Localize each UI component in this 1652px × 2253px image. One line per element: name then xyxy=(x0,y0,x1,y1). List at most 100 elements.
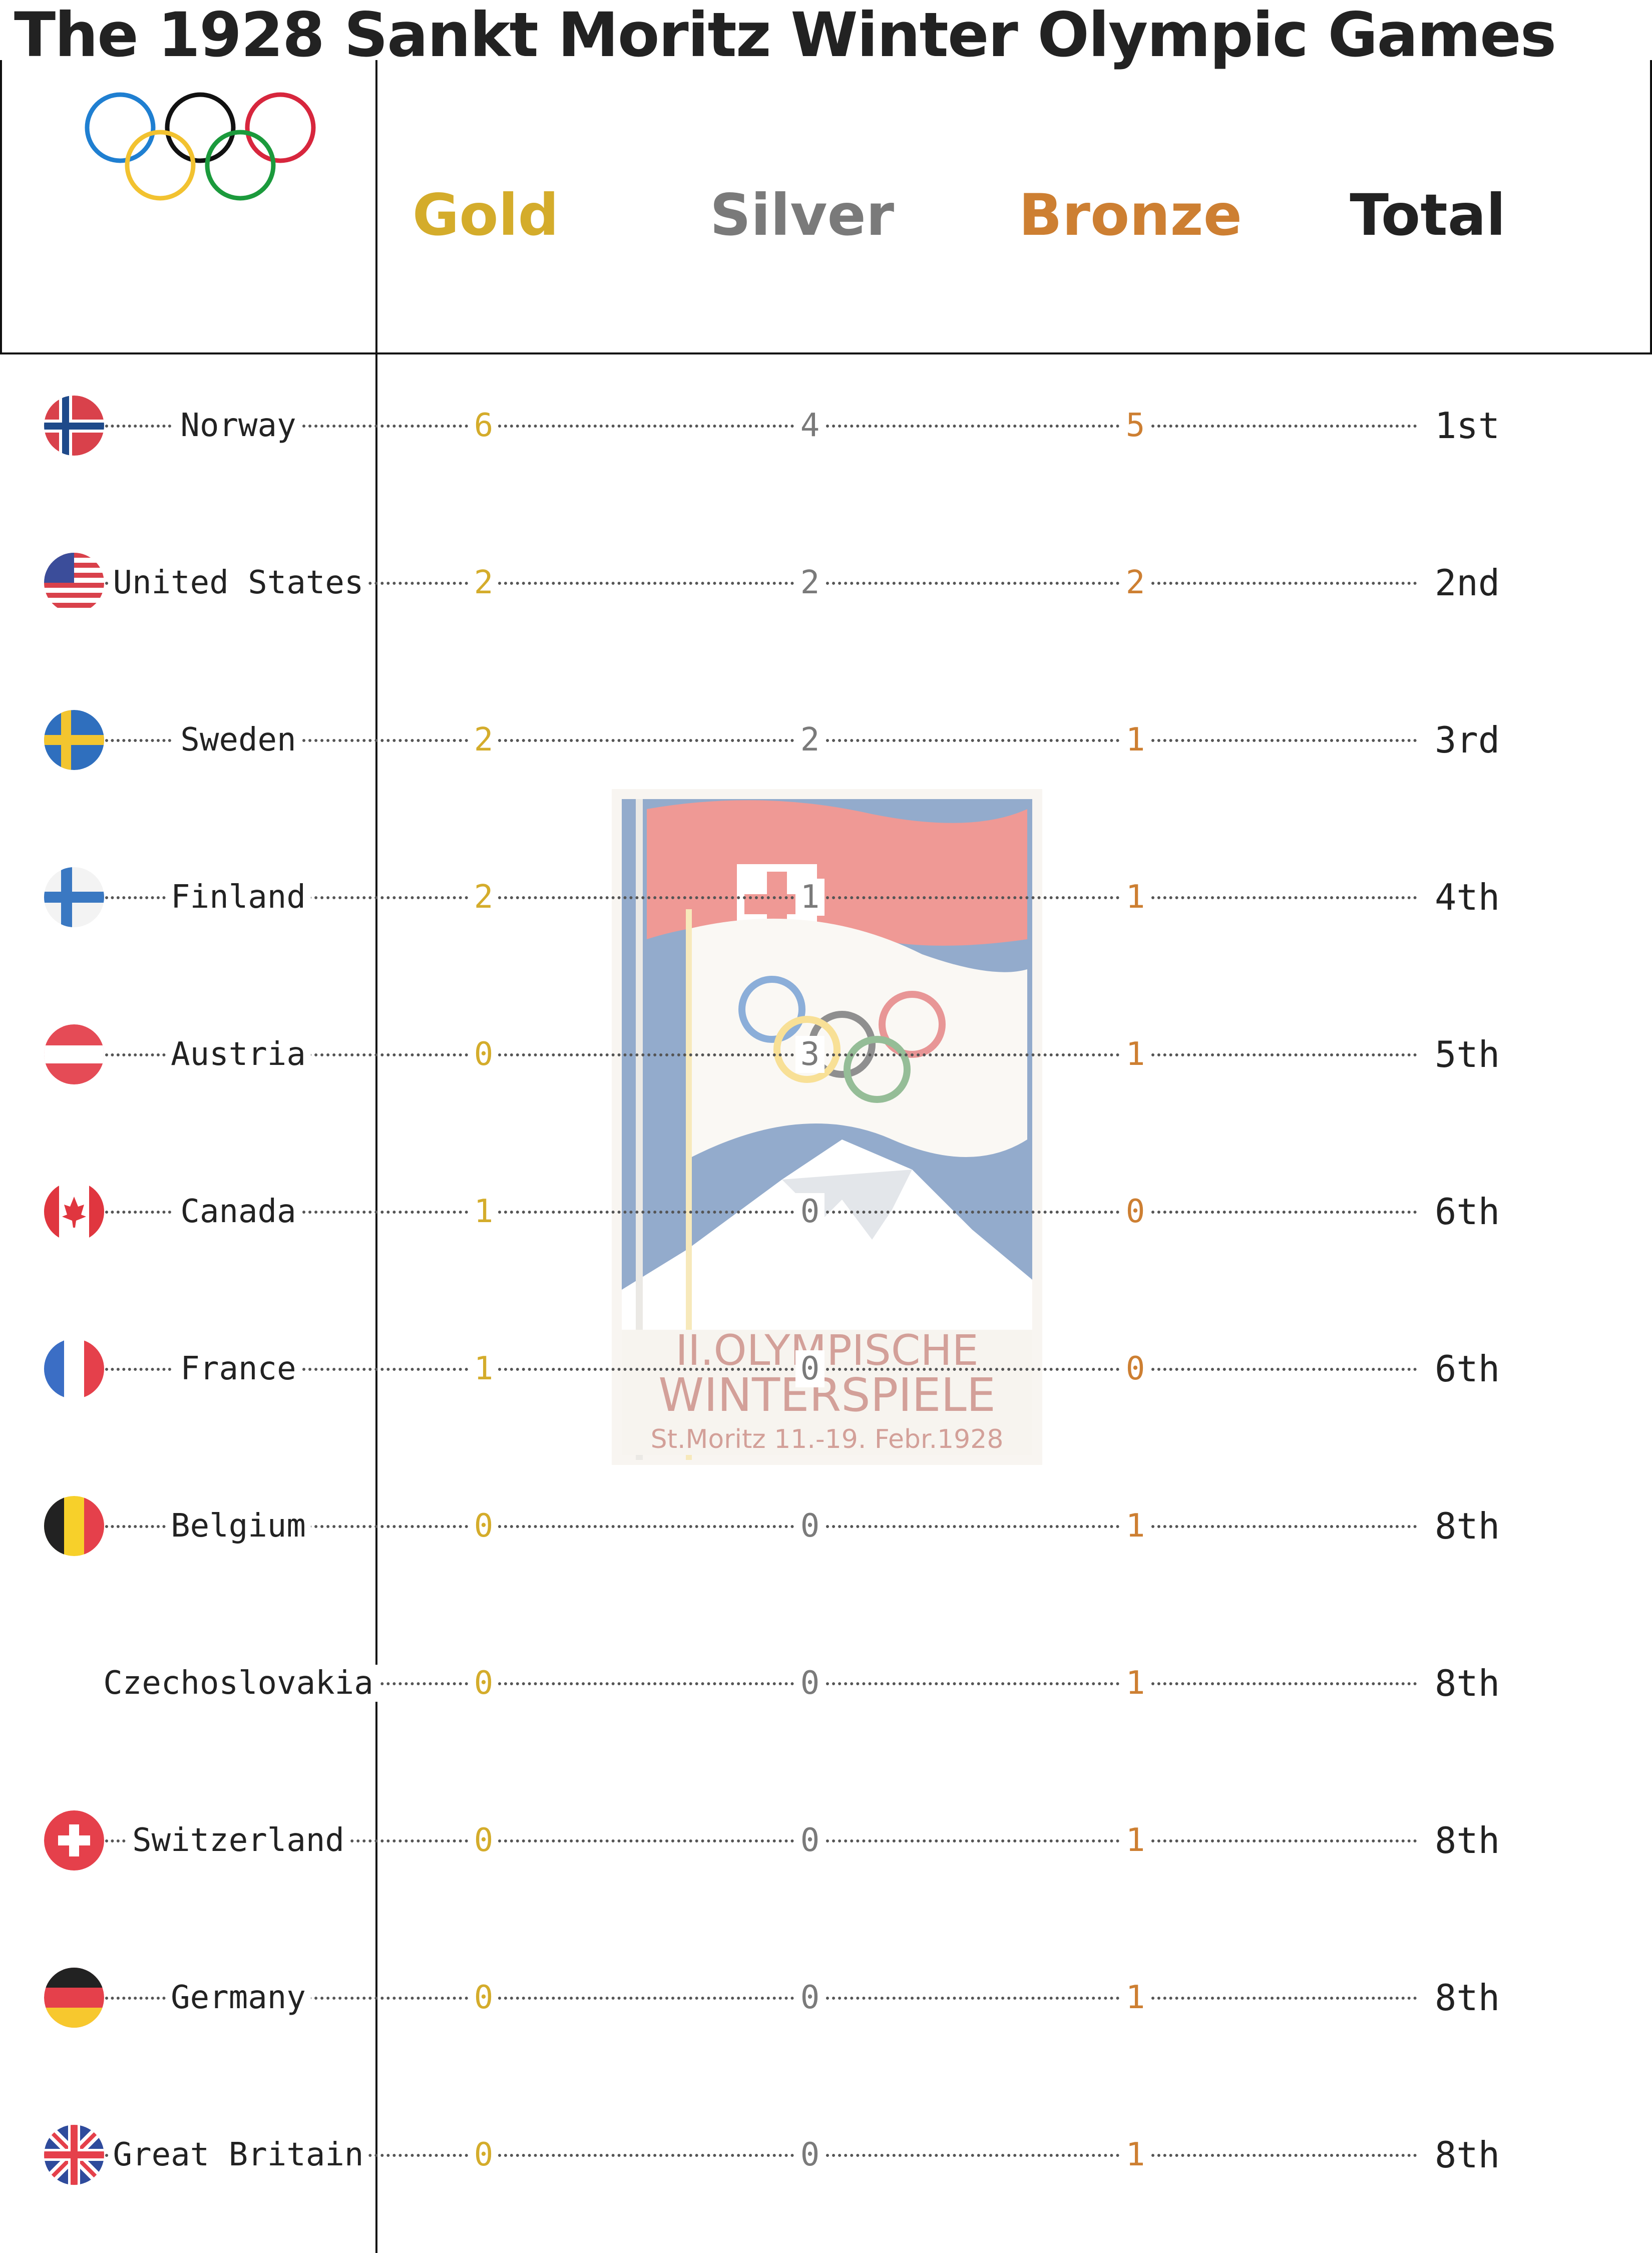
dotted-leader xyxy=(105,1053,171,1056)
gold-count: 6 xyxy=(454,396,514,456)
sweden-flag-icon xyxy=(44,710,104,770)
dotted-leader xyxy=(826,1839,1119,1842)
dotted-leader xyxy=(105,1211,171,1214)
dotted-leader xyxy=(290,896,468,899)
dotted-leader xyxy=(1151,1839,1417,1842)
rank-label: 8th xyxy=(1430,1496,1505,1556)
rank-label: 1st xyxy=(1430,396,1505,456)
country-label: Czechoslovakia xyxy=(48,1653,429,1713)
gold-count: 0 xyxy=(454,1024,514,1084)
country-label: Belgium xyxy=(48,1496,429,1556)
dotted-leader xyxy=(826,425,1119,428)
dotted-leader xyxy=(1151,1053,1417,1056)
dotted-leader xyxy=(105,425,171,428)
rank-label: 5th xyxy=(1430,1024,1505,1084)
dotted-leader xyxy=(290,1839,468,1842)
dotted-leader xyxy=(105,896,171,899)
country-label: Sweden xyxy=(48,710,429,770)
silver-count: 1 xyxy=(780,867,840,927)
dotted-leader xyxy=(826,1211,1119,1214)
table-row: United States 2 2 2 2nd xyxy=(0,553,1652,613)
dotted-leader xyxy=(498,1682,794,1685)
dotted-leader xyxy=(826,1525,1119,1528)
rank-label: 4th xyxy=(1430,867,1505,927)
country-label: Norway xyxy=(48,396,429,456)
country-label: Germany xyxy=(48,1968,429,2028)
table-row: Canada 1 0 0 6th xyxy=(0,1182,1652,1242)
dotted-leader xyxy=(498,2154,794,2157)
gold-count: 0 xyxy=(454,1653,514,1713)
rank-label: 2nd xyxy=(1430,553,1505,613)
column-header-silver: Silver xyxy=(709,182,895,248)
dotted-leader xyxy=(1151,1525,1417,1528)
dotted-leader xyxy=(498,425,794,428)
dotted-leader xyxy=(290,1525,468,1528)
dotted-leader xyxy=(1151,425,1417,428)
bronze-count: 1 xyxy=(1105,1653,1165,1713)
country-label: Austria xyxy=(48,1024,429,1084)
silver-count: 4 xyxy=(780,396,840,456)
dotted-leader xyxy=(498,1839,794,1842)
column-header-bronze: Bronze xyxy=(1018,182,1243,248)
table-row: Czechoslovakia 0 0 1 8th xyxy=(0,1653,1652,1713)
header-bottom-rule xyxy=(0,352,1652,354)
table-row: France 1 0 0 6th xyxy=(0,1339,1652,1399)
silver-count: 2 xyxy=(780,710,840,770)
usa-flag-icon xyxy=(44,553,104,613)
dotted-leader xyxy=(290,1368,468,1371)
table-row: Belgium 0 0 1 8th xyxy=(0,1496,1652,1556)
silver-count: 3 xyxy=(780,1024,840,1084)
gold-count: 0 xyxy=(454,1968,514,2028)
canada-flag-icon xyxy=(44,1182,104,1242)
gold-count: 0 xyxy=(454,1496,514,1556)
dotted-leader xyxy=(498,1211,794,1214)
table-row: Germany 0 0 1 8th xyxy=(0,1968,1652,2028)
dotted-leader xyxy=(290,582,468,585)
dotted-leader xyxy=(498,582,794,585)
dotted-leader xyxy=(105,1525,171,1528)
dotted-leader xyxy=(498,739,794,742)
country-label: France xyxy=(48,1339,429,1399)
silver-count: 0 xyxy=(780,1810,840,1870)
dotted-leader xyxy=(290,739,468,742)
dotted-leader xyxy=(1151,1368,1417,1371)
dotted-leader xyxy=(290,1682,468,1685)
dotted-leader xyxy=(498,1053,794,1056)
dotted-leader xyxy=(290,425,468,428)
dotted-leader xyxy=(105,1997,171,2000)
right-border xyxy=(1650,60,1652,354)
chart-title: The 1928 Sankt Moritz Winter Olympic Gam… xyxy=(14,0,1556,71)
bronze-count: 1 xyxy=(1105,1496,1165,1556)
dotted-leader xyxy=(290,2154,468,2157)
country-label: Great Britain xyxy=(48,2125,429,2185)
dotted-leader xyxy=(1151,2154,1417,2157)
norway-flag-icon xyxy=(44,396,104,456)
gold-count: 1 xyxy=(454,1182,514,1242)
dotted-leader xyxy=(498,1997,794,2000)
gold-count: 2 xyxy=(454,553,514,613)
dotted-leader xyxy=(1151,1682,1417,1685)
gold-count: 1 xyxy=(454,1339,514,1399)
germany-flag-icon xyxy=(44,1968,104,2028)
country-label: United States xyxy=(48,553,429,613)
table-row: Switzerland 0 0 1 8th xyxy=(0,1810,1652,1870)
column-header-total: Total xyxy=(1350,182,1506,248)
dotted-leader xyxy=(1151,1997,1417,2000)
header-divider-vertical xyxy=(375,60,377,2253)
dotted-leader xyxy=(826,1368,1119,1371)
table-row: Finland 2 1 1 4th xyxy=(0,867,1652,927)
silver-count: 0 xyxy=(780,1496,840,1556)
rank-label: 3rd xyxy=(1430,710,1505,770)
bronze-count: 0 xyxy=(1105,1339,1165,1399)
poster-line2: WINTERSPIELE xyxy=(658,1368,996,1422)
gold-count: 2 xyxy=(454,867,514,927)
silver-count: 0 xyxy=(780,1339,840,1399)
rank-label: 8th xyxy=(1430,2125,1505,2185)
bronze-count: 2 xyxy=(1105,553,1165,613)
bronze-count: 5 xyxy=(1105,396,1165,456)
table-row: Austria 0 3 1 5th xyxy=(0,1024,1652,1084)
column-header-gold: Gold xyxy=(412,182,559,248)
dotted-leader xyxy=(826,2154,1119,2157)
gold-count: 2 xyxy=(454,710,514,770)
olympic-rings-logo xyxy=(85,92,316,201)
